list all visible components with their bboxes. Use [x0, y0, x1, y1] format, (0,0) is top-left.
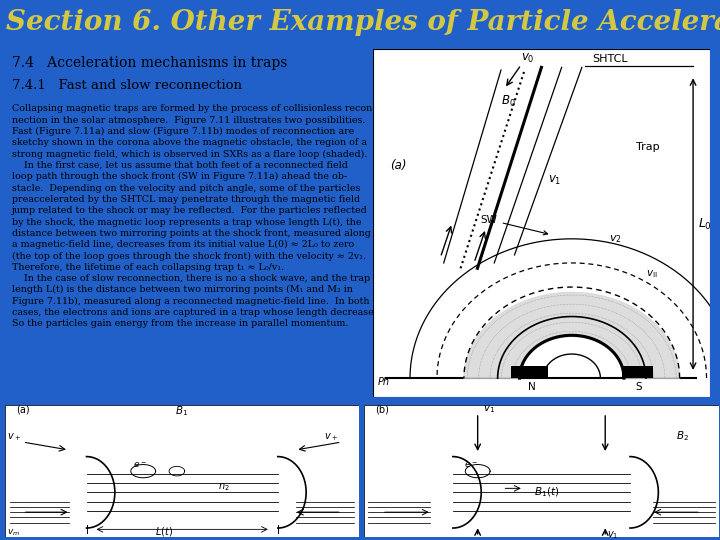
Text: $L_0$: $L_0$: [698, 217, 712, 232]
Text: $B_0$: $B_0$: [501, 94, 516, 109]
Text: (a): (a): [16, 405, 30, 415]
Text: N: N: [528, 382, 536, 392]
Text: 7.4.1   Fast and slow reconnection: 7.4.1 Fast and slow reconnection: [12, 79, 242, 92]
Text: Ph: Ph: [378, 377, 390, 387]
Text: $v_{\rm II}$: $v_{\rm II}$: [646, 268, 657, 280]
Text: 7.4   Acceleration mechanisms in traps: 7.4 Acceleration mechanisms in traps: [12, 57, 288, 70]
Text: $v_0$: $v_0$: [521, 52, 535, 65]
Text: (a): (a): [390, 159, 406, 172]
Text: $v_1$: $v_1$: [607, 529, 618, 540]
Text: $v_1$: $v_1$: [483, 403, 495, 415]
Text: $e^-$: $e^-$: [464, 461, 477, 470]
Text: $L(t)$: $L(t)$: [156, 525, 174, 538]
Text: $v_2$: $v_2$: [609, 233, 621, 245]
Text: Trap: Trap: [636, 143, 660, 152]
Polygon shape: [464, 293, 680, 378]
Text: SHTCL: SHTCL: [592, 54, 628, 64]
Text: S: S: [636, 382, 642, 392]
Text: $B_1(t)$: $B_1(t)$: [534, 485, 559, 499]
Text: $v_m$: $v_m$: [6, 528, 20, 538]
Text: $B_1$: $B_1$: [175, 404, 188, 418]
Text: SW: SW: [481, 215, 548, 235]
Bar: [622, 366, 652, 378]
Text: $B_2$: $B_2$: [676, 429, 689, 443]
Text: $v_+$: $v_+$: [6, 431, 21, 443]
Text: (b): (b): [375, 405, 389, 415]
Text: $n_2$: $n_2$: [217, 482, 229, 494]
Text: Section 6. Other Examples of Particle Acceleration: Section 6. Other Examples of Particle Ac…: [6, 9, 720, 36]
Text: Collapsing magnetic traps are formed by the process of collisionless recon-
nect: Collapsing magnetic traps are formed by …: [12, 104, 382, 328]
Text: $v_1$: $v_1$: [548, 173, 562, 187]
Bar: [511, 366, 548, 378]
Text: $e^-$: $e^-$: [132, 461, 146, 470]
Text: $v_+$: $v_+$: [324, 431, 338, 443]
